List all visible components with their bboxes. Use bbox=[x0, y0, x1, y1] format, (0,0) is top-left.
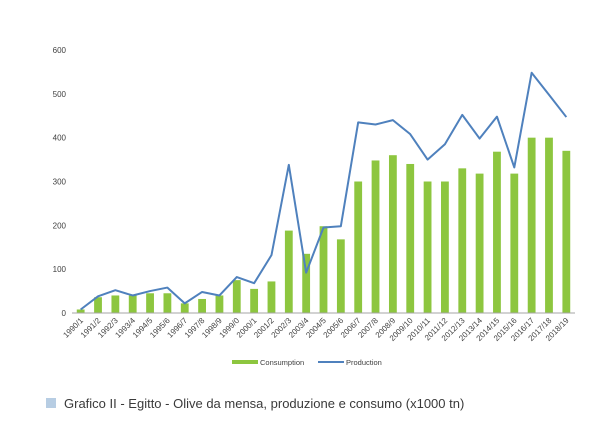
consumption-bar bbox=[562, 150, 571, 313]
consumption-bar bbox=[354, 181, 363, 313]
consumption-bar bbox=[128, 295, 137, 313]
chart: 0 100 200 300 400 500 600 1990/11991/21992/319… bbox=[53, 46, 575, 367]
production-line-layer bbox=[80, 71, 568, 311]
y-tick-label: 200 bbox=[53, 221, 67, 230]
consumption-bar bbox=[250, 288, 259, 313]
consumption-bar bbox=[163, 293, 172, 313]
y-tick-label: 100 bbox=[53, 265, 67, 274]
consumption-bar bbox=[441, 181, 449, 313]
legend-consumption-label: Consumption bbox=[260, 358, 304, 367]
consumption-bar bbox=[510, 173, 519, 313]
production-line bbox=[80, 71, 568, 311]
consumption-bar bbox=[284, 230, 293, 313]
consumption-bar bbox=[371, 160, 380, 313]
consumption-bar bbox=[527, 137, 536, 313]
y-tick-label: 300 bbox=[53, 178, 67, 187]
caption-square-icon bbox=[46, 398, 56, 408]
y-tick-label: 0 bbox=[62, 309, 67, 318]
consumption-bar bbox=[267, 281, 276, 313]
consumption-bar bbox=[406, 163, 415, 313]
figure-caption: Grafico II - Egitto - Olive da mensa, pr… bbox=[46, 395, 465, 411]
consumption-bar bbox=[336, 239, 345, 313]
consumption-bar bbox=[493, 151, 501, 313]
consumption-bar bbox=[215, 295, 224, 313]
consumption-bar bbox=[423, 181, 432, 313]
consumption-bar bbox=[180, 303, 189, 313]
consumption-bar bbox=[198, 298, 206, 313]
y-tick-label: 400 bbox=[53, 134, 67, 143]
legend-production-label: Production bbox=[346, 358, 382, 367]
y-tick-label: 600 bbox=[53, 46, 67, 55]
consumption-bar bbox=[319, 226, 328, 313]
consumption-bar bbox=[146, 293, 154, 313]
y-tick-label: 500 bbox=[53, 90, 67, 99]
legend-consumption-swatch bbox=[232, 360, 258, 364]
caption-text: Grafico II - Egitto - Olive da mensa, pr… bbox=[64, 395, 465, 411]
consumption-bar bbox=[302, 253, 311, 313]
y-axis: 0 100 200 300 400 500 600 bbox=[53, 46, 67, 318]
consumption-bar bbox=[458, 168, 467, 313]
consumption-bars bbox=[76, 137, 571, 314]
consumption-bar bbox=[76, 309, 85, 313]
consumption-bar bbox=[111, 295, 120, 313]
consumption-bar bbox=[388, 155, 397, 313]
x-axis: 1990/11991/21992/31993/41994/51995/61996… bbox=[61, 312, 575, 343]
consumption-bar bbox=[232, 280, 241, 314]
legend: Consumption Production bbox=[232, 358, 382, 367]
consumption-bar bbox=[545, 137, 553, 313]
consumption-bar bbox=[94, 297, 102, 313]
consumption-bar bbox=[475, 173, 484, 313]
